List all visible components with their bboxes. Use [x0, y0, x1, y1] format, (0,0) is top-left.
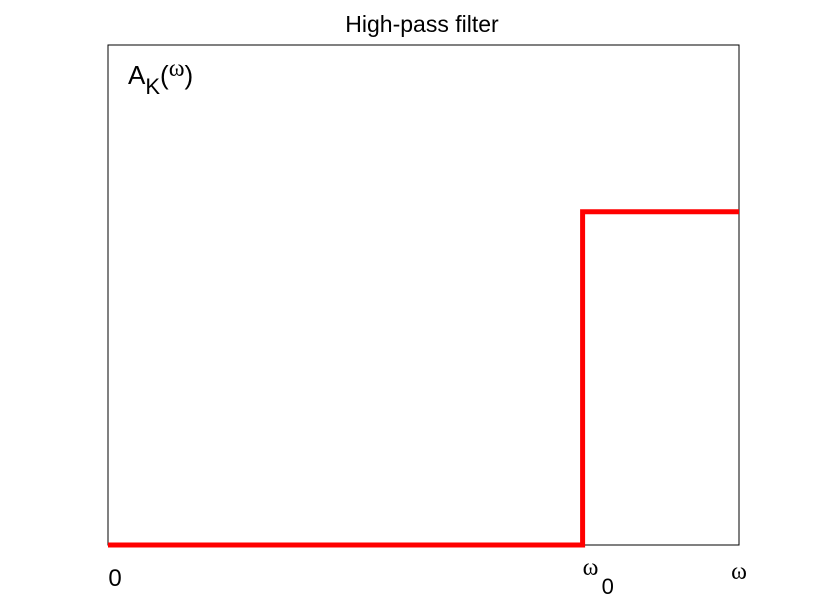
svg-text:AK(ω): AK(ω) [128, 56, 193, 99]
y-label-open-paren: ( [160, 60, 169, 90]
x-tick-label-omega-0: ω 0 [583, 555, 614, 599]
y-axis-label: AK(ω) [128, 56, 193, 99]
y-label-subscript: K [145, 74, 160, 99]
y-label-close-paren: ) [185, 60, 194, 90]
plot-frame [107, 44, 740, 546]
x-tick-omega-subscript: 0 [602, 574, 614, 599]
series-line-0 [108, 209, 739, 548]
x-axis-label: ω [731, 559, 747, 585]
series-group [108, 209, 739, 548]
chart-title: High-pass filter [345, 11, 499, 37]
x-tick-label-zero: 0 [108, 565, 121, 592]
x-tick-omega-symbol: ω [583, 555, 599, 581]
y-label-variable: ω [169, 56, 185, 82]
y-label-main: A [128, 60, 146, 90]
